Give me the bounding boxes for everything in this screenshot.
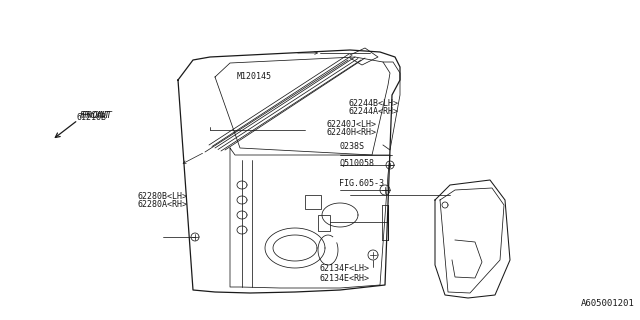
Text: 62244B<LH>: 62244B<LH> — [349, 100, 399, 108]
Text: 61216B: 61216B — [77, 113, 107, 122]
Text: 0238S: 0238S — [339, 142, 364, 151]
Text: 62240H<RH>: 62240H<RH> — [326, 128, 376, 137]
Text: M120145: M120145 — [237, 72, 272, 81]
Text: 62280A<RH>: 62280A<RH> — [138, 200, 188, 209]
Text: 62240J<LH>: 62240J<LH> — [326, 120, 376, 129]
Text: FIG.605-3: FIG.605-3 — [339, 179, 384, 188]
Text: 62134F<LH>: 62134F<LH> — [320, 264, 370, 273]
Text: 62134E<RH>: 62134E<RH> — [320, 274, 370, 283]
Text: FRONT: FRONT — [82, 110, 113, 119]
Text: A605001201: A605001201 — [581, 299, 635, 308]
Text: 62280B<LH>: 62280B<LH> — [138, 192, 188, 201]
Text: 62244A<RH>: 62244A<RH> — [349, 108, 399, 116]
Text: Q510058: Q510058 — [339, 159, 374, 168]
Text: FRONT: FRONT — [80, 111, 111, 121]
